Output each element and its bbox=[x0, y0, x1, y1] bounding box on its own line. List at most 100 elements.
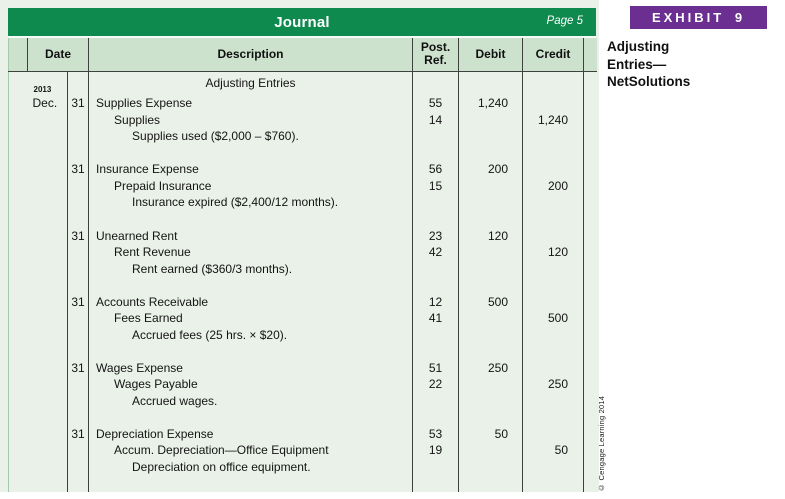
credit-cell bbox=[522, 475, 584, 492]
column-header-credit: Credit bbox=[522, 38, 584, 72]
debit-cell bbox=[458, 442, 523, 459]
debit-cell: 1,240 bbox=[458, 95, 523, 112]
date-month-cell bbox=[28, 293, 68, 310]
credit-cell bbox=[522, 227, 584, 244]
journal-row: 31 Wages Expense 51 250 bbox=[9, 359, 597, 377]
date-day-cell bbox=[66, 458, 89, 476]
date-month-cell bbox=[28, 326, 68, 343]
right-margin-cell bbox=[583, 425, 597, 443]
journal-row: Wages Payable 22 250 bbox=[9, 376, 597, 393]
date-day-cell bbox=[66, 111, 89, 129]
left-margin-cell bbox=[9, 475, 28, 492]
debit-cell bbox=[458, 458, 523, 476]
date-month-cell bbox=[28, 145, 68, 162]
description-cell: Supplies used ($2,000 – $760). bbox=[88, 128, 413, 145]
left-margin-cell bbox=[9, 260, 28, 277]
right-margin-cell bbox=[583, 260, 597, 277]
debit-cell bbox=[458, 376, 523, 393]
post-ref-cell: 15 bbox=[412, 177, 459, 195]
journal-page-number: Page 5 bbox=[546, 15, 583, 27]
debit-cell: 200 bbox=[458, 161, 523, 178]
date-month-cell bbox=[28, 260, 68, 277]
description-cell: Wages Expense bbox=[88, 359, 413, 377]
journal-row: 31 Depreciation Expense 53 50 bbox=[9, 425, 597, 443]
description-cell bbox=[88, 475, 413, 492]
journal-row bbox=[9, 342, 597, 360]
debit-cell: 500 bbox=[458, 293, 523, 310]
left-margin-cell bbox=[9, 409, 28, 426]
description-cell: Adjusting Entries bbox=[88, 71, 413, 95]
description-cell bbox=[88, 210, 413, 228]
column-header-post-ref-line1: Post. bbox=[420, 40, 451, 55]
right-margin-cell bbox=[583, 359, 597, 377]
debit-cell bbox=[458, 309, 523, 327]
right-margin-cell bbox=[583, 128, 597, 145]
description-cell: Fees Earned bbox=[88, 309, 413, 327]
credit-cell bbox=[522, 392, 584, 410]
credit-cell bbox=[522, 161, 584, 178]
left-margin-cell bbox=[9, 426, 28, 443]
credit-cell bbox=[522, 194, 584, 211]
credit-cell: 250 bbox=[522, 376, 584, 393]
credit-cell: 120 bbox=[522, 243, 584, 261]
date-month-cell bbox=[28, 360, 68, 377]
left-margin-cell bbox=[9, 459, 28, 476]
journal-row: 31 Unearned Rent 23 120 bbox=[9, 227, 597, 244]
journal-row: Prepaid Insurance 15 200 bbox=[9, 177, 597, 195]
right-margin-cell bbox=[583, 243, 597, 261]
post-ref-cell bbox=[412, 71, 459, 95]
date-day-cell bbox=[66, 309, 89, 327]
right-margin-cell bbox=[583, 392, 597, 410]
post-ref-cell bbox=[412, 194, 459, 211]
description-cell bbox=[88, 276, 413, 294]
journal-row: 31 Accounts Receivable 12 500 bbox=[9, 293, 597, 310]
left-margin-cell bbox=[9, 211, 28, 228]
right-margin-cell bbox=[583, 95, 597, 112]
left-margin-cell bbox=[9, 145, 28, 162]
description-cell: Rent Revenue bbox=[88, 243, 413, 261]
debit-cell bbox=[458, 392, 523, 410]
date-day-cell: 31 bbox=[66, 161, 89, 178]
description-cell: Supplies Expense bbox=[88, 95, 413, 112]
date-day-cell bbox=[66, 475, 89, 492]
post-ref-cell bbox=[412, 475, 459, 492]
debit-cell: 250 bbox=[458, 359, 523, 377]
journal-row: Depreciation on office equipment. bbox=[9, 458, 597, 476]
post-ref-cell bbox=[412, 458, 459, 476]
post-ref-cell bbox=[412, 342, 459, 360]
credit-cell bbox=[522, 293, 584, 310]
post-ref-cell: 12 bbox=[412, 293, 459, 310]
debit-cell bbox=[458, 409, 523, 426]
right-margin-cell bbox=[583, 293, 597, 310]
left-margin-cell bbox=[9, 244, 28, 261]
date-day-cell: 31 bbox=[66, 425, 89, 443]
post-ref-cell bbox=[412, 409, 459, 426]
debit-cell bbox=[458, 128, 523, 145]
date-day-cell bbox=[66, 210, 89, 228]
credit-cell bbox=[522, 128, 584, 145]
date-month-cell bbox=[28, 426, 68, 443]
description-cell: Depreciation Expense bbox=[88, 425, 413, 443]
debit-cell bbox=[458, 71, 523, 95]
description-cell bbox=[88, 342, 413, 360]
left-margin-cell bbox=[9, 112, 28, 129]
journal-row bbox=[9, 210, 597, 228]
journal-row bbox=[9, 475, 597, 492]
right-margin-cell bbox=[583, 326, 597, 343]
post-ref-cell: 23 bbox=[412, 227, 459, 244]
journal-row: Insurance expired ($2,400/12 months). bbox=[9, 194, 597, 211]
debit-cell bbox=[458, 342, 523, 360]
date-day-cell bbox=[66, 194, 89, 211]
debit-cell bbox=[458, 260, 523, 277]
date-month-cell: 2013 bbox=[33, 85, 52, 94]
right-margin-cell bbox=[583, 210, 597, 228]
credit-cell: 50 bbox=[522, 442, 584, 459]
date-month-cell bbox=[28, 409, 68, 426]
exhibit-title: Adjusting Entries— NetSolutions bbox=[607, 38, 690, 91]
exhibit-title-line: Entries— bbox=[607, 56, 667, 72]
credit-cell bbox=[522, 276, 584, 294]
date-day-cell: 31 bbox=[66, 95, 89, 112]
post-ref-cell bbox=[412, 210, 459, 228]
post-ref-cell bbox=[412, 326, 459, 343]
post-ref-cell: 14 bbox=[412, 111, 459, 129]
